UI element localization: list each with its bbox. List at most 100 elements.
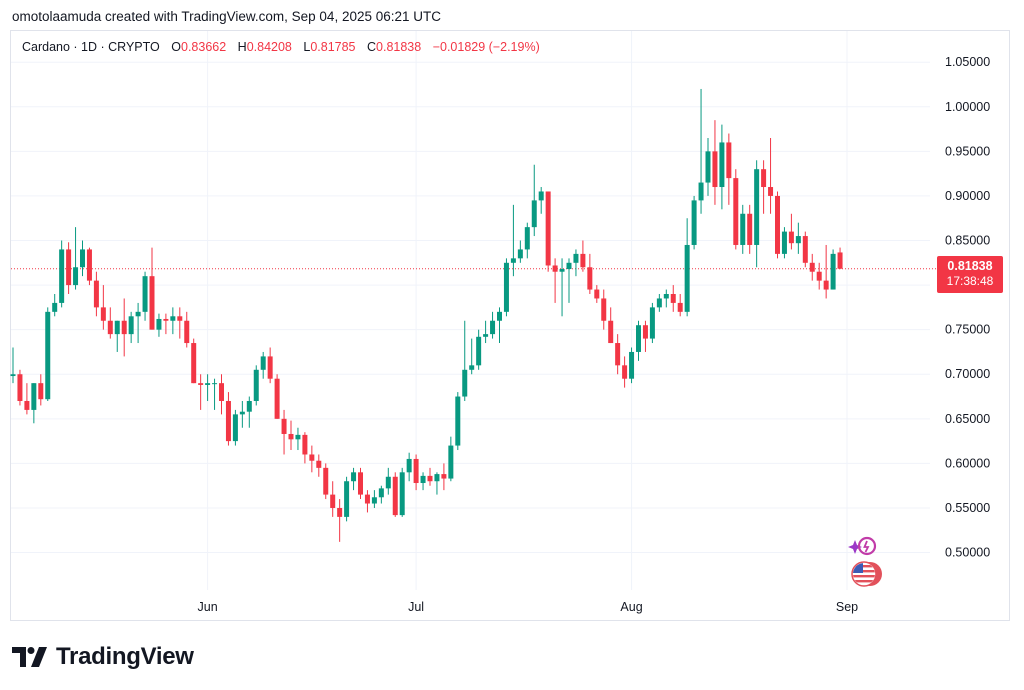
candle-body [490, 320, 496, 335]
candle-body [225, 400, 231, 442]
candle-body [768, 187, 774, 196]
candle-body [441, 474, 447, 479]
bar-countdown: 17:38:48 [946, 274, 994, 288]
candle-body [399, 472, 405, 516]
candle-body [587, 267, 593, 290]
candle-body [219, 383, 224, 401]
candle-body [170, 316, 176, 321]
tradingview-logo[interactable]: TradingView [12, 643, 194, 671]
candle-body [545, 191, 551, 266]
candle-body [830, 253, 836, 290]
candle-body [469, 365, 475, 370]
candle-body [344, 481, 350, 517]
candle-body [677, 302, 683, 312]
candle-body [733, 178, 739, 245]
candle-body [142, 276, 148, 312]
candle-body [413, 458, 419, 484]
candle-body [795, 236, 801, 244]
candle-body [462, 369, 468, 397]
candle-body [295, 434, 301, 440]
candle-body [455, 396, 461, 446]
candle-body [38, 383, 44, 400]
candle-body [260, 356, 266, 370]
sparkle-icon[interactable] [846, 534, 878, 565]
candle-body [781, 231, 787, 254]
candle-body [107, 320, 113, 335]
candle-body [802, 236, 808, 263]
candle-body [59, 249, 65, 303]
legend-low: 0.81785 [310, 40, 356, 54]
candle-body [670, 294, 676, 303]
candle-body [45, 311, 51, 400]
candle-body [761, 169, 767, 188]
candle-body [100, 307, 106, 321]
candlestick-chart[interactable]: 1.050001.000000.950000.900000.850000.800… [0, 0, 1024, 640]
candle-body [163, 318, 169, 321]
candle-body [656, 298, 662, 308]
candle-body [837, 252, 843, 269]
legend-symbol: Cardano · 1D · CRYPTO [22, 40, 160, 54]
candle-body [503, 262, 509, 312]
x-tick-label: Sep [836, 600, 858, 614]
y-tick-label: 0.90000 [945, 189, 990, 203]
candle-body [684, 244, 690, 312]
legend-open: 0.83662 [181, 40, 227, 54]
candle-body [232, 414, 238, 442]
candle-body [691, 200, 697, 245]
candle-body [552, 265, 558, 272]
candle-body [73, 267, 79, 286]
legend-high: 0.84208 [246, 40, 292, 54]
candle-body [378, 488, 384, 498]
candle-body [497, 311, 502, 321]
candle-body [10, 374, 16, 377]
candle-body [358, 472, 363, 495]
candle-body [281, 418, 287, 434]
chart-frame [10, 30, 1010, 621]
legend-open-label: O [171, 40, 181, 54]
candle-body [740, 213, 746, 245]
candle-body [775, 195, 780, 254]
candle-body [149, 276, 155, 330]
candle-body [17, 374, 23, 401]
candle-body [629, 351, 635, 379]
candle-body [601, 298, 607, 321]
candle-body [253, 369, 259, 401]
candle-body [121, 320, 127, 335]
candle-body [24, 400, 30, 410]
legend-close: 0.81838 [376, 40, 422, 54]
candle-body [392, 476, 398, 516]
candle-body [31, 383, 37, 410]
candle-body [608, 320, 614, 344]
candle-body [510, 258, 516, 263]
tradingview-logo-icon [12, 647, 47, 667]
candle-body [427, 475, 433, 482]
y-tick-label: 0.95000 [945, 144, 990, 158]
candle-body [52, 302, 58, 312]
candle-body [93, 280, 99, 308]
candle-body [80, 249, 85, 268]
candle-body [364, 494, 370, 504]
candle-body [809, 262, 815, 272]
candle-body [385, 476, 391, 489]
last-price-tag: 0.81838 17:38:48 [937, 256, 1003, 293]
us-flag-icon[interactable] [848, 560, 886, 593]
legend-high-label: H [237, 40, 247, 54]
candle-body [420, 475, 426, 484]
candle-body [330, 494, 336, 508]
candle-body [483, 334, 489, 337]
legend-close-label: C [367, 40, 377, 54]
candle-body [337, 507, 343, 517]
candle-body [649, 307, 655, 339]
candle-body [580, 253, 586, 268]
candle-body [351, 472, 357, 482]
candle-body [205, 383, 211, 385]
y-tick-label: 0.75000 [945, 323, 990, 337]
x-tick-label: Jun [198, 600, 218, 614]
candle-body [246, 400, 252, 412]
y-tick-label: 0.70000 [945, 367, 990, 381]
candle-body [747, 213, 753, 245]
candle-body [622, 365, 628, 379]
legend-low-label: L [303, 40, 311, 54]
candle-body [267, 356, 273, 379]
y-tick-label: 0.60000 [945, 456, 990, 470]
